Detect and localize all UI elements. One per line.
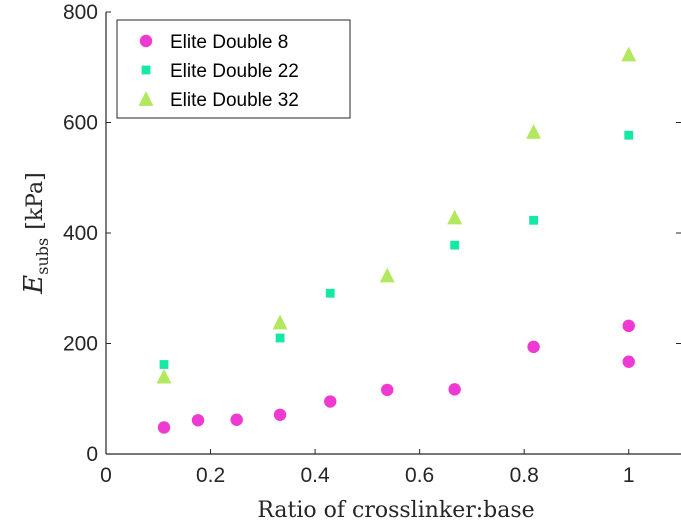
- y-axis-subscript: subs: [33, 238, 52, 275]
- data-point-circle: [448, 383, 461, 396]
- y-tick-label: 0: [86, 443, 98, 466]
- data-point-circle: [381, 383, 394, 397]
- data-point-square: [529, 215, 538, 225]
- x-tick-label: 0.4: [300, 464, 330, 487]
- data-point-circle: [324, 395, 337, 408]
- data-point-square: [275, 333, 285, 343]
- data-point-triangle: [272, 314, 288, 330]
- legend-marker-circle: [139, 34, 153, 48]
- x-tick-label: 1: [623, 464, 635, 487]
- data-point-circle: [230, 413, 243, 426]
- legend-marker-triangle: [138, 91, 154, 106]
- data-point-triangle: [379, 267, 395, 283]
- data-point-circle: [191, 414, 205, 427]
- y-axis-symbol: E: [19, 275, 49, 295]
- data-point-triangle: [526, 124, 542, 139]
- x-tick-label: 0.6: [405, 464, 434, 487]
- data-point-triangle: [447, 209, 463, 225]
- data-point-circle: [273, 408, 287, 421]
- y-axis-unit: [kPa]: [23, 172, 48, 229]
- data-point-circle: [622, 319, 635, 333]
- x-axis-title: Ratio of crosslinker:base: [257, 498, 534, 523]
- data-point-triangle: [156, 368, 172, 384]
- y-ticks: 0 200 400 600 800: [63, 1, 111, 466]
- data-point-triangle: [621, 46, 637, 62]
- data-point-square: [325, 288, 335, 298]
- data-point-circle: [157, 421, 171, 434]
- legend-label: Elite Double 8: [170, 32, 288, 53]
- legend: Elite Double 8 Elite Double 22 Elite Doubl…: [116, 19, 351, 119]
- data-point-square: [624, 130, 634, 140]
- legend-marker-square: [141, 65, 151, 75]
- right-edge-ticks: [676, 122, 681, 344]
- data-point-circle: [622, 355, 635, 368]
- x-ticks: 0 0.2 0.4 0.6 0.8 1: [100, 449, 635, 487]
- y-axis-title: Esubs [kPa]: [19, 172, 52, 294]
- y-tick-label: 200: [63, 333, 98, 356]
- data-point-square: [159, 360, 169, 369]
- data-point-square: [450, 240, 460, 250]
- legend-label: Elite Double 32: [170, 90, 299, 111]
- y-tick-label: 400: [63, 222, 98, 245]
- x-tick-label: 0.2: [196, 464, 225, 487]
- y-tick-label: 800: [63, 1, 98, 24]
- x-tick-label: 0.8: [510, 464, 539, 487]
- x-tick-label: 0: [100, 464, 112, 487]
- data-points: [156, 46, 637, 434]
- data-point-circle: [527, 340, 540, 354]
- legend-box: [116, 19, 351, 119]
- y-tick-label: 600: [63, 112, 98, 135]
- legend-label: Elite Double 22: [170, 61, 299, 82]
